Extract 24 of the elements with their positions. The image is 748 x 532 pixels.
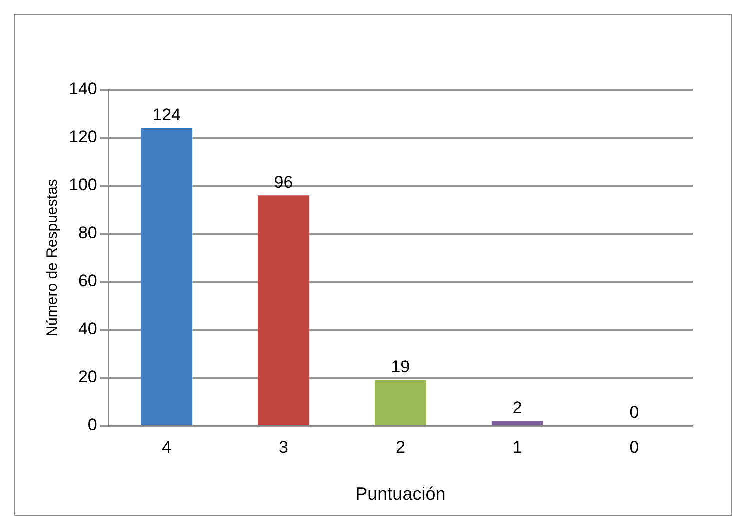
y-tick-label: 20 — [78, 368, 98, 387]
x-axis-title: Puntuación — [356, 484, 446, 504]
x-tick-label: 0 — [630, 438, 640, 457]
data-label: 124 — [152, 106, 182, 125]
data-label: 0 — [630, 403, 640, 422]
x-tick-label: 2 — [396, 438, 406, 457]
y-tick-label: 0 — [88, 416, 98, 435]
x-tick-label: 4 — [162, 438, 172, 457]
y-tick-label: 40 — [78, 320, 98, 339]
x-tick-label: 1 — [512, 438, 522, 457]
bar — [492, 421, 544, 426]
bar — [258, 196, 310, 426]
y-axis-title: Número de Respuestas — [44, 179, 62, 337]
y-tick-label: 60 — [78, 272, 98, 291]
x-tick-label: 3 — [279, 438, 288, 457]
y-tick-label: 80 — [78, 224, 98, 243]
y-tick-label: 100 — [68, 176, 98, 195]
data-label: 19 — [391, 358, 410, 377]
bar — [374, 380, 426, 426]
y-tick-label: 140 — [68, 80, 98, 99]
data-label: 96 — [274, 172, 294, 192]
y-tick-label: 120 — [68, 128, 98, 147]
bar — [141, 128, 193, 426]
data-label: 2 — [512, 398, 522, 418]
